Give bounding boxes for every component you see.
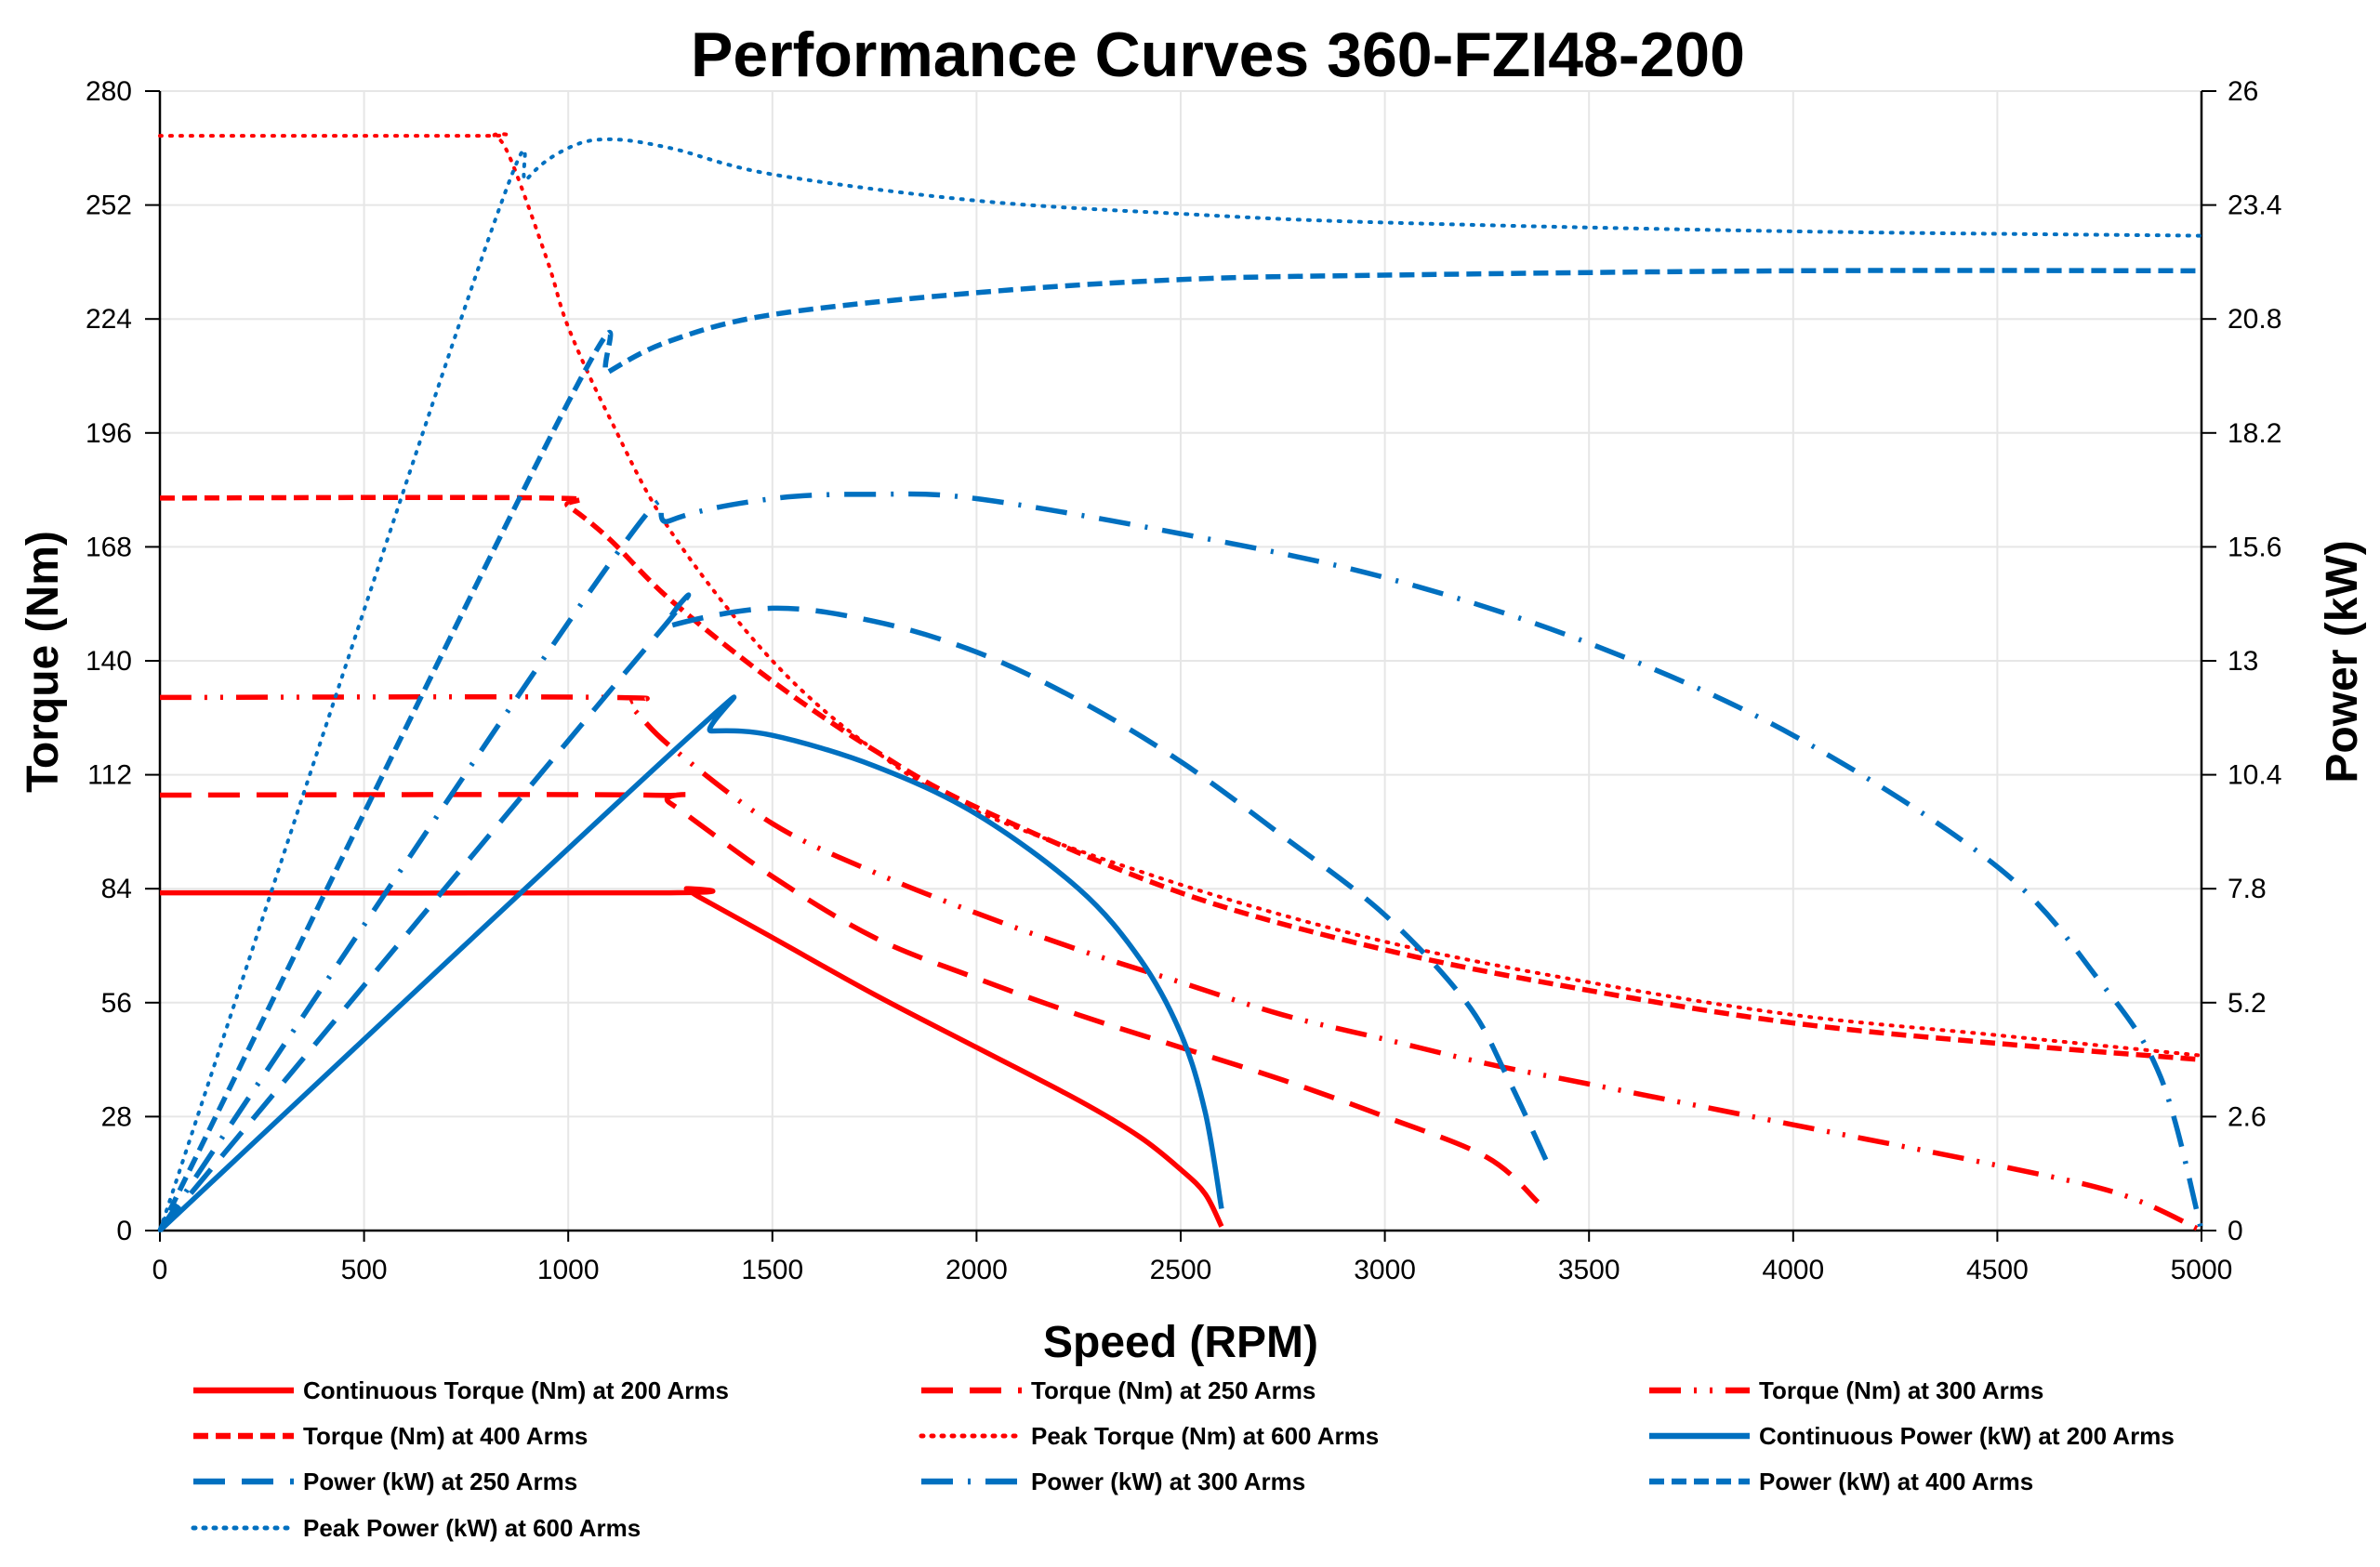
y2-tick-label: 20.8 bbox=[2228, 304, 2281, 335]
series-line-4 bbox=[159, 494, 2202, 1062]
y2-tick-label: 2.6 bbox=[2228, 1101, 2267, 1132]
y-tick-label: 280 bbox=[86, 76, 132, 107]
x-tick-label: 1000 bbox=[537, 1255, 600, 1285]
series-line-6 bbox=[158, 694, 1224, 1233]
x-tick-label: 3000 bbox=[1354, 1255, 1416, 1285]
x-tick-label: 0 bbox=[152, 1255, 168, 1285]
y-tick-label: 0 bbox=[116, 1216, 132, 1246]
legend-label: Torque (Nm) at 300 Arms bbox=[1759, 1376, 2043, 1404]
series-line-9 bbox=[157, 268, 2202, 1232]
x-tick-label: 500 bbox=[341, 1255, 388, 1285]
series-line-7 bbox=[157, 592, 1551, 1232]
y-tick-label: 56 bbox=[101, 988, 132, 1019]
series-line-1 bbox=[159, 886, 1224, 1228]
y-tick-label: 196 bbox=[86, 418, 132, 449]
y-tick-label: 224 bbox=[86, 304, 132, 335]
x-tick-label: 5000 bbox=[2171, 1255, 2233, 1285]
legend-label: Peak Power (kW) at 600 Arms bbox=[303, 1514, 641, 1542]
chart-title: Performance Curves 360-FZI48-200 bbox=[691, 20, 1745, 90]
x-tick-label: 4000 bbox=[1762, 1255, 1824, 1285]
y-tick-label: 140 bbox=[86, 646, 132, 677]
y-tick-label: 252 bbox=[86, 191, 132, 221]
series-line-8 bbox=[157, 491, 2204, 1232]
y2-axis-title: Power (kW) bbox=[2318, 540, 2367, 783]
y-axis-title: Torque (Nm) bbox=[19, 531, 68, 793]
x-tick-label: 1500 bbox=[741, 1255, 803, 1285]
series-line-10 bbox=[158, 137, 2203, 1232]
y2-tick-label: 18.2 bbox=[2228, 418, 2281, 449]
legend-label: Continuous Power (kW) at 200 Arms bbox=[1759, 1422, 2175, 1450]
y2-tick-label: 0 bbox=[2228, 1216, 2243, 1246]
legend-label: Torque (Nm) at 250 Arms bbox=[1031, 1376, 1316, 1404]
x-tick-label: 4500 bbox=[1966, 1255, 2029, 1285]
legend-label: Torque (Nm) at 400 Arms bbox=[303, 1422, 588, 1450]
legend: Continuous Torque (Nm) at 200 Arms Torque… bbox=[191, 1376, 2175, 1542]
legend-label: Continuous Torque (Nm) at 200 Arms bbox=[303, 1376, 729, 1404]
y2-tick-label: 10.4 bbox=[2228, 760, 2281, 791]
x-axis-title: Speed (RPM) bbox=[1043, 1318, 1318, 1367]
y2-tick-label: 26 bbox=[2228, 76, 2258, 107]
y-tick-label: 112 bbox=[87, 760, 132, 791]
y2-tick-label: 7.8 bbox=[2228, 874, 2267, 904]
legend-label: Power (kW) at 250 Arms bbox=[303, 1468, 577, 1495]
y2-tick-label: 15.6 bbox=[2228, 532, 2281, 562]
x-tick-label: 2000 bbox=[945, 1255, 1008, 1285]
legend-label: Peak Torque (Nm) at 600 Arms bbox=[1031, 1422, 1379, 1450]
grid bbox=[160, 90, 2202, 1231]
y2-tick-label: 23.4 bbox=[2228, 191, 2281, 221]
legend-label: Power (kW) at 400 Arms bbox=[1759, 1468, 2033, 1495]
y2-tick-label: 13 bbox=[2228, 646, 2258, 677]
x-tick-label: 3500 bbox=[1558, 1255, 1620, 1285]
series-lines bbox=[157, 132, 2204, 1233]
axes: 0 500 1000 1500 2000 2500 3000 3500 4000 4500 5000… bbox=[86, 76, 2281, 1285]
y-tick-label: 84 bbox=[101, 874, 132, 904]
y2-tick-label: 5.2 bbox=[2228, 988, 2267, 1019]
series-line-5 bbox=[158, 132, 2203, 1058]
y-tick-label: 28 bbox=[101, 1101, 132, 1132]
x-tick-label: 2500 bbox=[1150, 1255, 1212, 1285]
y-tick-label: 168 bbox=[86, 532, 132, 562]
legend-label: Power (kW) at 300 Arms bbox=[1031, 1468, 1305, 1495]
series-line-2 bbox=[159, 792, 1540, 1205]
